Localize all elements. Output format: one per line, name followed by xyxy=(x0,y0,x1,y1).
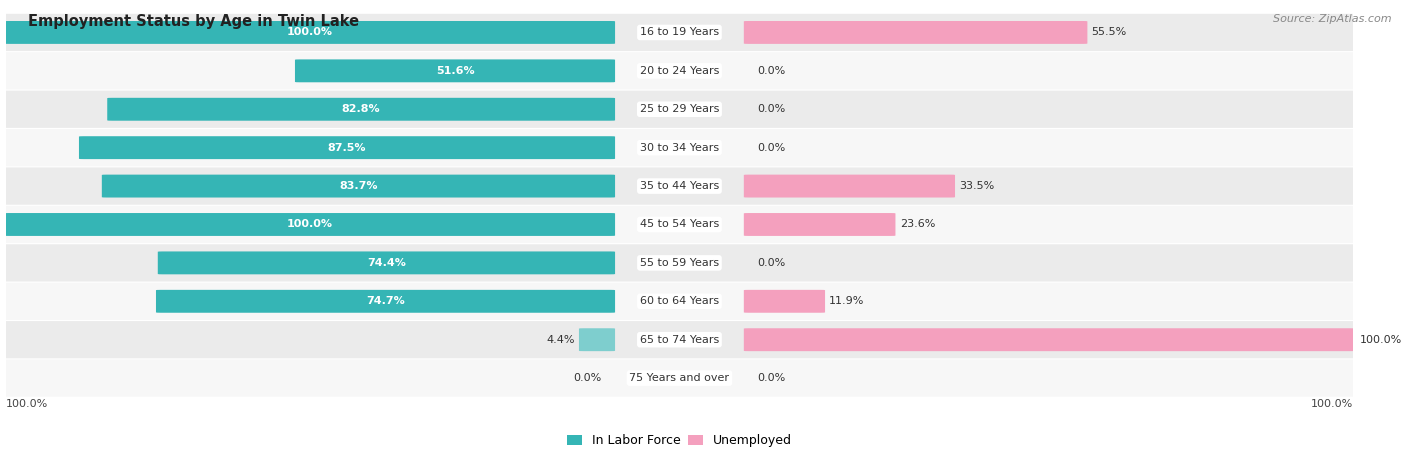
Text: 30 to 34 Years: 30 to 34 Years xyxy=(640,143,718,153)
FancyBboxPatch shape xyxy=(744,290,825,313)
Text: 87.5%: 87.5% xyxy=(328,143,366,153)
Text: 33.5%: 33.5% xyxy=(959,181,994,191)
Text: 35 to 44 Years: 35 to 44 Years xyxy=(640,181,718,191)
Text: 0.0%: 0.0% xyxy=(758,373,786,383)
Text: 0.0%: 0.0% xyxy=(758,143,786,153)
Legend: In Labor Force, Unemployed: In Labor Force, Unemployed xyxy=(562,429,797,451)
Text: 4.4%: 4.4% xyxy=(547,335,575,345)
Text: 55 to 59 Years: 55 to 59 Years xyxy=(640,258,718,268)
Text: 100.0%: 100.0% xyxy=(287,220,332,230)
Text: 65 to 74 Years: 65 to 74 Years xyxy=(640,335,718,345)
FancyBboxPatch shape xyxy=(295,60,614,82)
Text: 60 to 64 Years: 60 to 64 Years xyxy=(640,296,718,306)
FancyBboxPatch shape xyxy=(157,252,614,274)
Text: 0.0%: 0.0% xyxy=(758,104,786,114)
Text: 100.0%: 100.0% xyxy=(1310,399,1354,409)
Text: 23.6%: 23.6% xyxy=(900,220,935,230)
Text: 20 to 24 Years: 20 to 24 Years xyxy=(640,66,718,76)
FancyBboxPatch shape xyxy=(0,129,1362,166)
FancyBboxPatch shape xyxy=(0,283,1362,320)
FancyBboxPatch shape xyxy=(744,175,955,198)
Text: Source: ZipAtlas.com: Source: ZipAtlas.com xyxy=(1274,14,1392,23)
Text: 25 to 29 Years: 25 to 29 Years xyxy=(640,104,718,114)
FancyBboxPatch shape xyxy=(0,321,1362,359)
Text: 51.6%: 51.6% xyxy=(436,66,474,76)
FancyBboxPatch shape xyxy=(0,244,1362,281)
FancyBboxPatch shape xyxy=(0,206,1362,243)
FancyBboxPatch shape xyxy=(4,213,614,236)
FancyBboxPatch shape xyxy=(579,328,614,351)
FancyBboxPatch shape xyxy=(156,290,614,313)
Text: Employment Status by Age in Twin Lake: Employment Status by Age in Twin Lake xyxy=(28,14,360,28)
FancyBboxPatch shape xyxy=(4,21,614,44)
Text: 11.9%: 11.9% xyxy=(830,296,865,306)
Text: 74.7%: 74.7% xyxy=(366,296,405,306)
FancyBboxPatch shape xyxy=(101,175,614,198)
Text: 45 to 54 Years: 45 to 54 Years xyxy=(640,220,718,230)
Text: 0.0%: 0.0% xyxy=(758,258,786,268)
Text: 75 Years and over: 75 Years and over xyxy=(630,373,730,383)
FancyBboxPatch shape xyxy=(744,328,1355,351)
Text: 100.0%: 100.0% xyxy=(6,399,48,409)
Text: 83.7%: 83.7% xyxy=(339,181,378,191)
FancyBboxPatch shape xyxy=(79,136,614,159)
FancyBboxPatch shape xyxy=(744,21,1087,44)
Text: 100.0%: 100.0% xyxy=(287,28,332,37)
Text: 0.0%: 0.0% xyxy=(758,66,786,76)
Text: 74.4%: 74.4% xyxy=(367,258,406,268)
FancyBboxPatch shape xyxy=(744,213,896,236)
FancyBboxPatch shape xyxy=(0,91,1362,128)
Text: 100.0%: 100.0% xyxy=(1360,335,1402,345)
Text: 82.8%: 82.8% xyxy=(342,104,381,114)
Text: 55.5%: 55.5% xyxy=(1091,28,1126,37)
FancyBboxPatch shape xyxy=(0,14,1362,51)
FancyBboxPatch shape xyxy=(0,167,1362,205)
Text: 16 to 19 Years: 16 to 19 Years xyxy=(640,28,718,37)
FancyBboxPatch shape xyxy=(107,98,614,121)
FancyBboxPatch shape xyxy=(0,359,1362,397)
Text: 0.0%: 0.0% xyxy=(574,373,602,383)
FancyBboxPatch shape xyxy=(0,52,1362,89)
